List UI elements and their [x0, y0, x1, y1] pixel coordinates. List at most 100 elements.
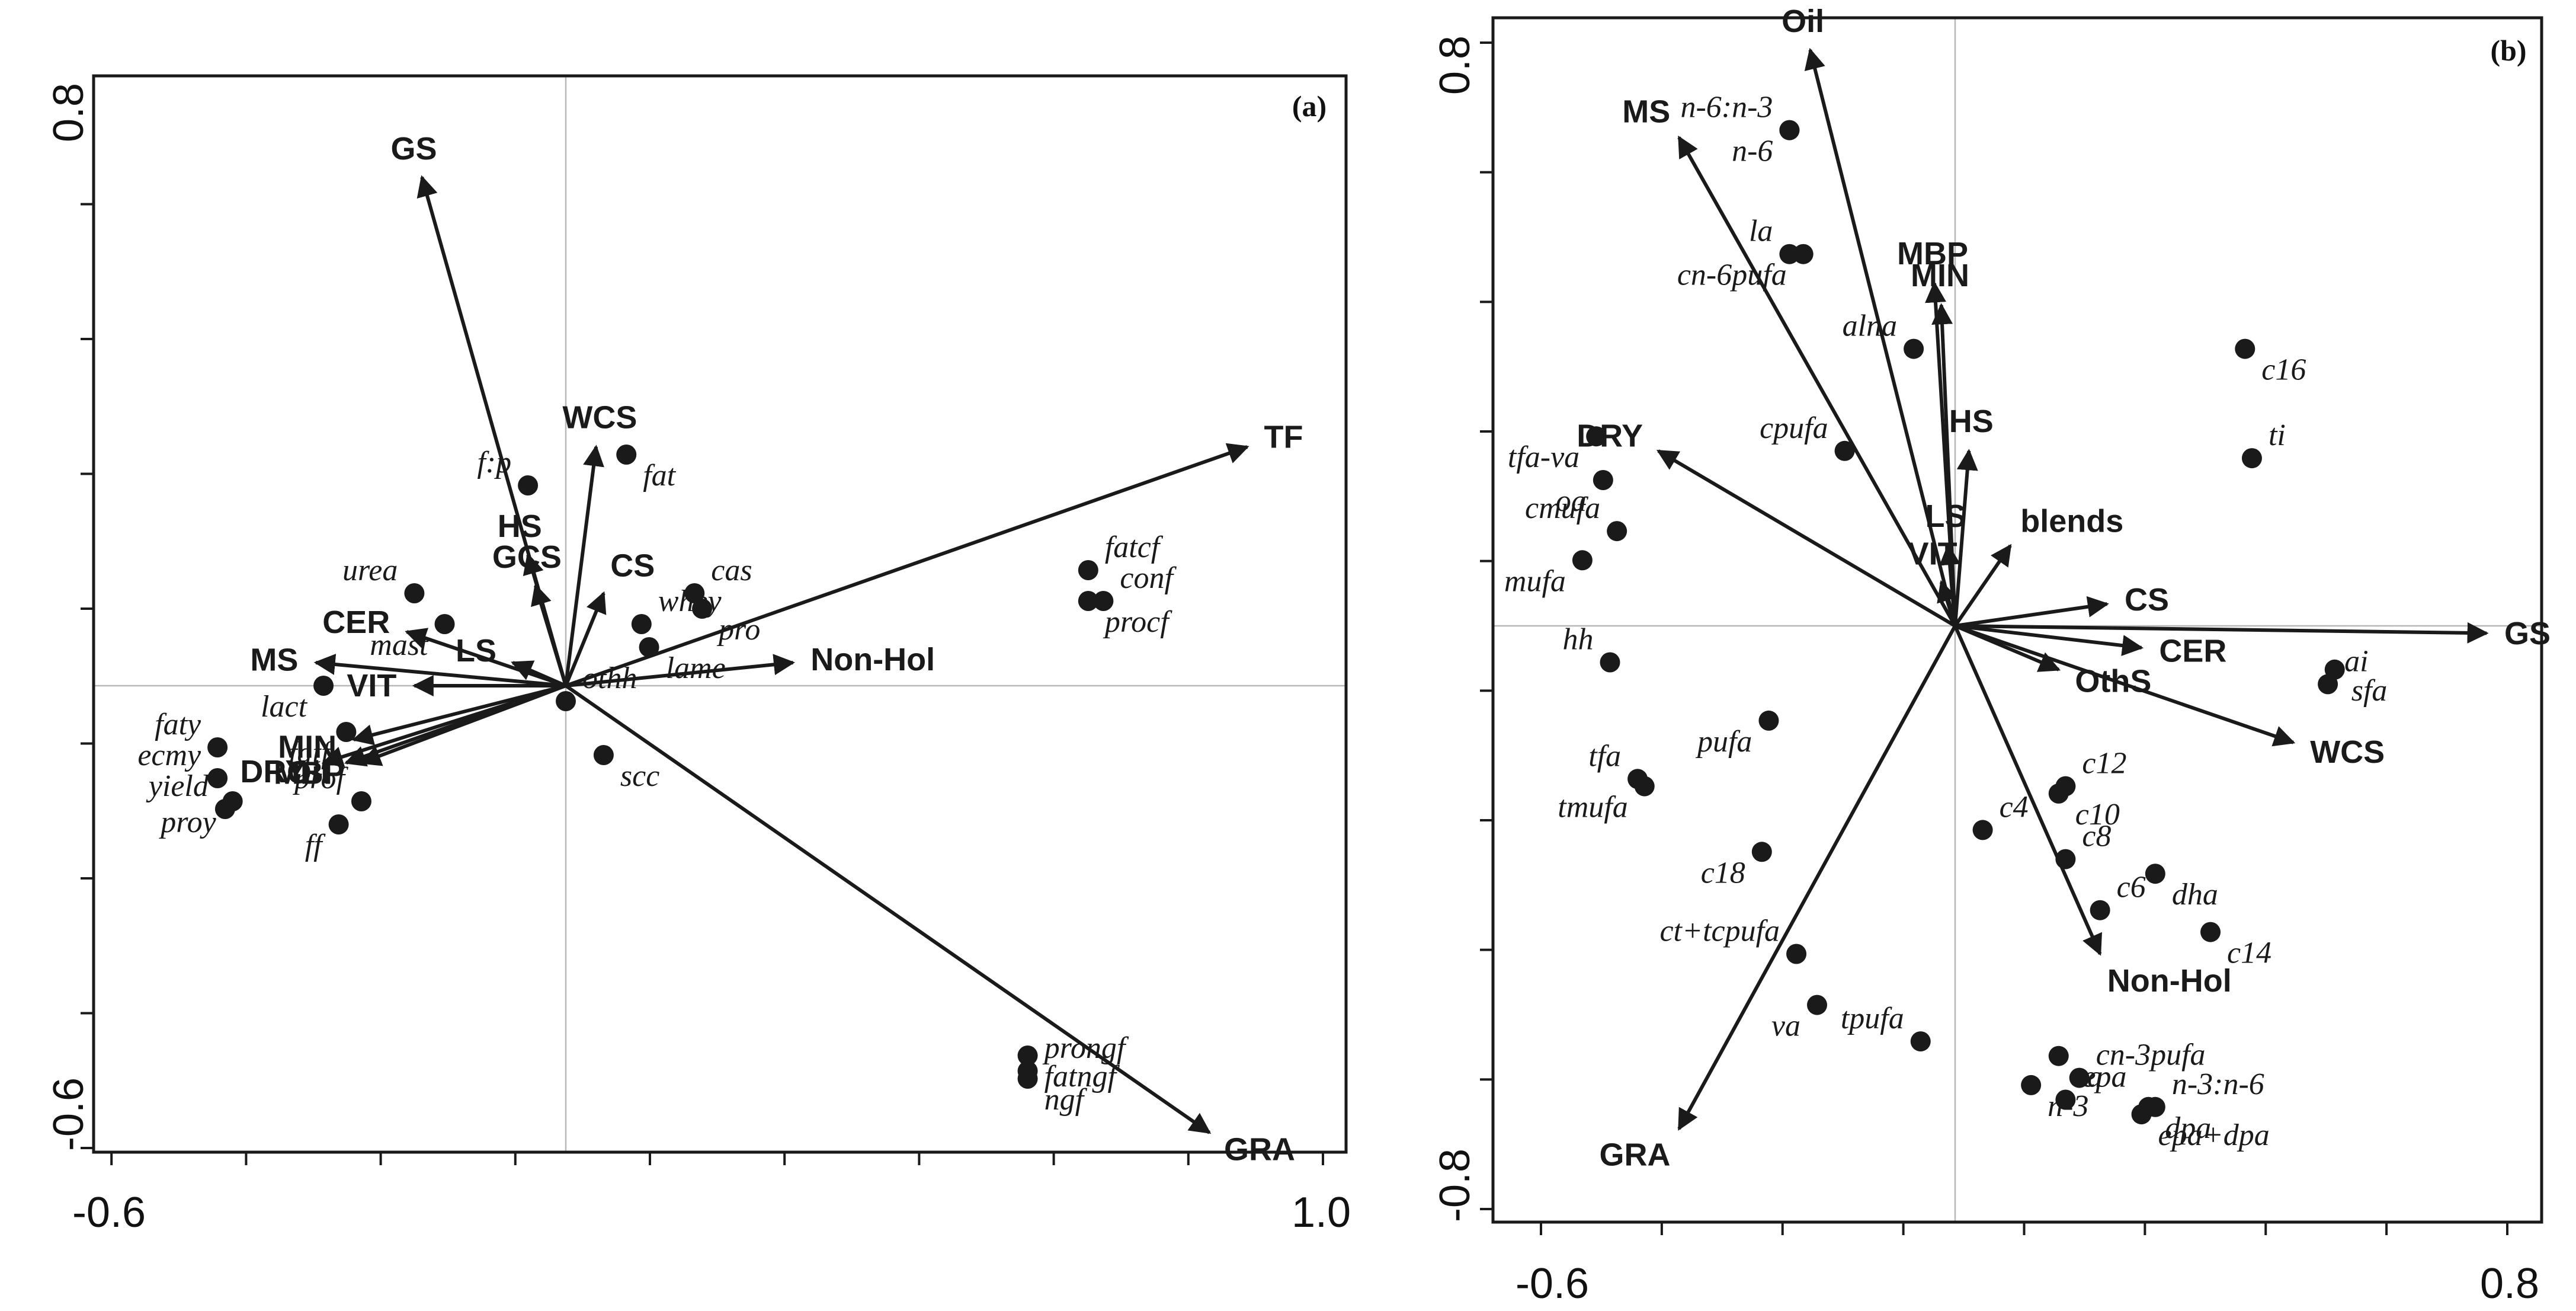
panel-a-vector-cer	[405, 628, 566, 688]
panel-b-point-n-6	[1779, 120, 1800, 140]
panel-a-y-max-label: 0.8	[45, 83, 92, 142]
panel-b-point-label-n-3-n-6: n-3:n-6	[2172, 1067, 2264, 1101]
panel-a-vector-min	[351, 684, 566, 746]
panel-a-point-fatngf	[1017, 1045, 1038, 1066]
panel-b-vector-blends	[1953, 543, 2012, 627]
panel-a-point-pro	[692, 599, 713, 619]
panel-a-x-min-label: -0.6	[72, 1189, 146, 1236]
panel-b-point-label-alna: alna	[1843, 309, 1897, 343]
panel-b-vector-non-hol	[1953, 625, 2103, 956]
panel-a-frame	[92, 74, 1348, 1154]
panel-a-vector-label-wcs: WCS	[562, 399, 637, 435]
panel-a-vector-label-non-hol: Non-Hol	[810, 642, 935, 677]
panel-b-x-max-label: 0.8	[2480, 1260, 2539, 1307]
panel-b-point-label-c6: c6	[2117, 871, 2146, 904]
panel-a-point-prof	[351, 791, 371, 811]
panel-b-point-label-ai: ai	[2344, 644, 2368, 678]
panel-b-point-cn-6pufa	[1793, 244, 1814, 264]
panel-b-y-min-label: -0.8	[1431, 1149, 1479, 1222]
panel-a-point-label-whey: whey	[658, 584, 722, 618]
panel-a-point-label-scc: scc	[620, 759, 659, 793]
panel-a-vector-tf	[565, 443, 1249, 688]
panel-a-y-min-label: -0.6	[45, 1077, 92, 1151]
panel-a-vector-label-cer: CER	[322, 605, 390, 640]
panel-b-vector-label-gra: GRA	[1600, 1137, 1671, 1173]
panel-a-point-label-urea: urea	[342, 554, 398, 587]
panel-a-point-whey	[631, 614, 652, 634]
panel-b-point-mufa	[1572, 550, 1593, 571]
panel-b-point-ra	[2048, 1045, 2069, 1066]
panel-a-point-label-mast: mast	[370, 628, 429, 662]
panel-b: -0.6 0.8 0.8 -0.8 (b) OilMSMBPMINHSDRYLS…	[1431, 4, 2551, 1307]
panel-b-vector-hs	[1953, 449, 1978, 626]
panel-b-point-label-epa-dpa: epa+dpa	[2158, 1118, 2270, 1152]
panel-a-point-lame	[639, 637, 659, 657]
panel-b-point-tmufa	[1634, 776, 1655, 797]
panel-b-point-label-cn-3pufa: cn-3pufa	[2096, 1038, 2206, 1072]
panel-b-vector-min	[1931, 303, 1957, 626]
panel-a-point-lact	[313, 676, 334, 696]
panel-a-vector-label-gra: GRA	[1224, 1132, 1295, 1168]
panel-a-point-label-fatcf: fatcf	[1105, 530, 1164, 564]
panel-a-point-label-cas: cas	[711, 554, 752, 587]
panel-b-point-label-c8: c8	[2082, 820, 2111, 853]
panel-b-point-label-la: la	[1749, 215, 1773, 248]
panel-a-point-urea	[404, 583, 425, 603]
panel-a-point-label-prongf: prongf	[1042, 1031, 1129, 1065]
panel-b-point-label-c18: c18	[1701, 856, 1745, 890]
panel-b-vector-gra	[1677, 625, 1957, 1131]
panel-a-vector-label-hs: HS	[498, 509, 542, 544]
panel-b-vector-label-vit: VIT	[1908, 536, 1957, 572]
panel-b-vector-label-non-hol: Non-Hol	[2107, 963, 2232, 999]
panel-a-point-mast	[434, 614, 455, 634]
panel-a-vector-label-ms: MS	[250, 642, 298, 677]
panel-b-point-label-n-6-n-3: n-6:n-3	[1680, 91, 1773, 124]
panel-a-vector-ls	[511, 660, 567, 688]
panel-a-vector-ms	[313, 654, 566, 688]
panel-a-point-label-othh: othh	[582, 661, 637, 695]
panel-b-point-cpufa	[1834, 440, 1855, 461]
panel-b-point-label-dha: dha	[2172, 878, 2218, 912]
panel-b-y-max-label: 0.8	[1431, 36, 1479, 95]
panel-b-point-n-3	[2021, 1075, 2042, 1095]
panel-b-point-pufa	[1758, 710, 1779, 731]
panel-a-point-ecmy	[207, 768, 228, 788]
panel-a-point-label-proy: proy	[158, 805, 216, 839]
panel-b-vector-cer	[1955, 624, 2144, 657]
panel-b-point-label-cmufa: cmufa	[1525, 491, 1600, 525]
panel-a-point-label-lact: lact	[261, 690, 308, 724]
panel-b-point-va	[1807, 995, 1827, 1015]
panel-a-point-fatf	[336, 722, 357, 742]
panel-b-vector-label-ms: MS	[1622, 94, 1670, 129]
panel-b-vector-label-oil: Oil	[1782, 4, 1824, 39]
panel-a-vector-wcs	[564, 445, 604, 686]
panel-b-point-alna	[1904, 338, 1924, 359]
panel-a-point-label-ecmy: ecmy	[137, 738, 201, 772]
panel-a-point-procf	[1078, 591, 1098, 611]
panel-a-point-othh	[556, 691, 576, 711]
panel-b-point-tfa-va	[1586, 426, 1607, 447]
panel-a-point-yield	[214, 799, 235, 819]
panel-a-point-ff	[328, 814, 349, 834]
panel-a-vector-label-gs: GS	[391, 131, 437, 167]
panel-b-point-cn-3pufa	[2069, 1067, 2090, 1088]
panel-a-vector-label-vit: VIT	[347, 668, 396, 704]
panel-b-point-la	[1779, 244, 1800, 264]
panel-b-point-label-tmufa: tmufa	[1558, 791, 1627, 824]
panel-a-vector-gra	[565, 684, 1212, 1134]
panel-b-point-dha	[2145, 864, 2165, 884]
panel-a-vector-label-ls: LS	[456, 633, 496, 669]
panel-b-point-label-tpufa: tpufa	[1841, 1002, 1904, 1035]
panel-a-vector-label-gcs: GCS	[492, 539, 562, 575]
panel-b-point-c14	[2200, 922, 2221, 942]
panel-a-point-label-conf: conf	[1120, 561, 1177, 595]
panel-b-vector-wcs	[1955, 624, 2296, 747]
panel-b-point-ct-tcpufa	[1786, 944, 1807, 964]
panel-a-point-label-lame: lame	[666, 651, 726, 685]
panel-a-point-label-pro: pro	[716, 613, 760, 647]
panel-b-point-label-ct-tcpufa: ct+tcpufa	[1659, 914, 1780, 948]
panel-b-point-label-c10: c10	[2075, 798, 2120, 832]
panel-a-vector-cs	[564, 591, 607, 687]
